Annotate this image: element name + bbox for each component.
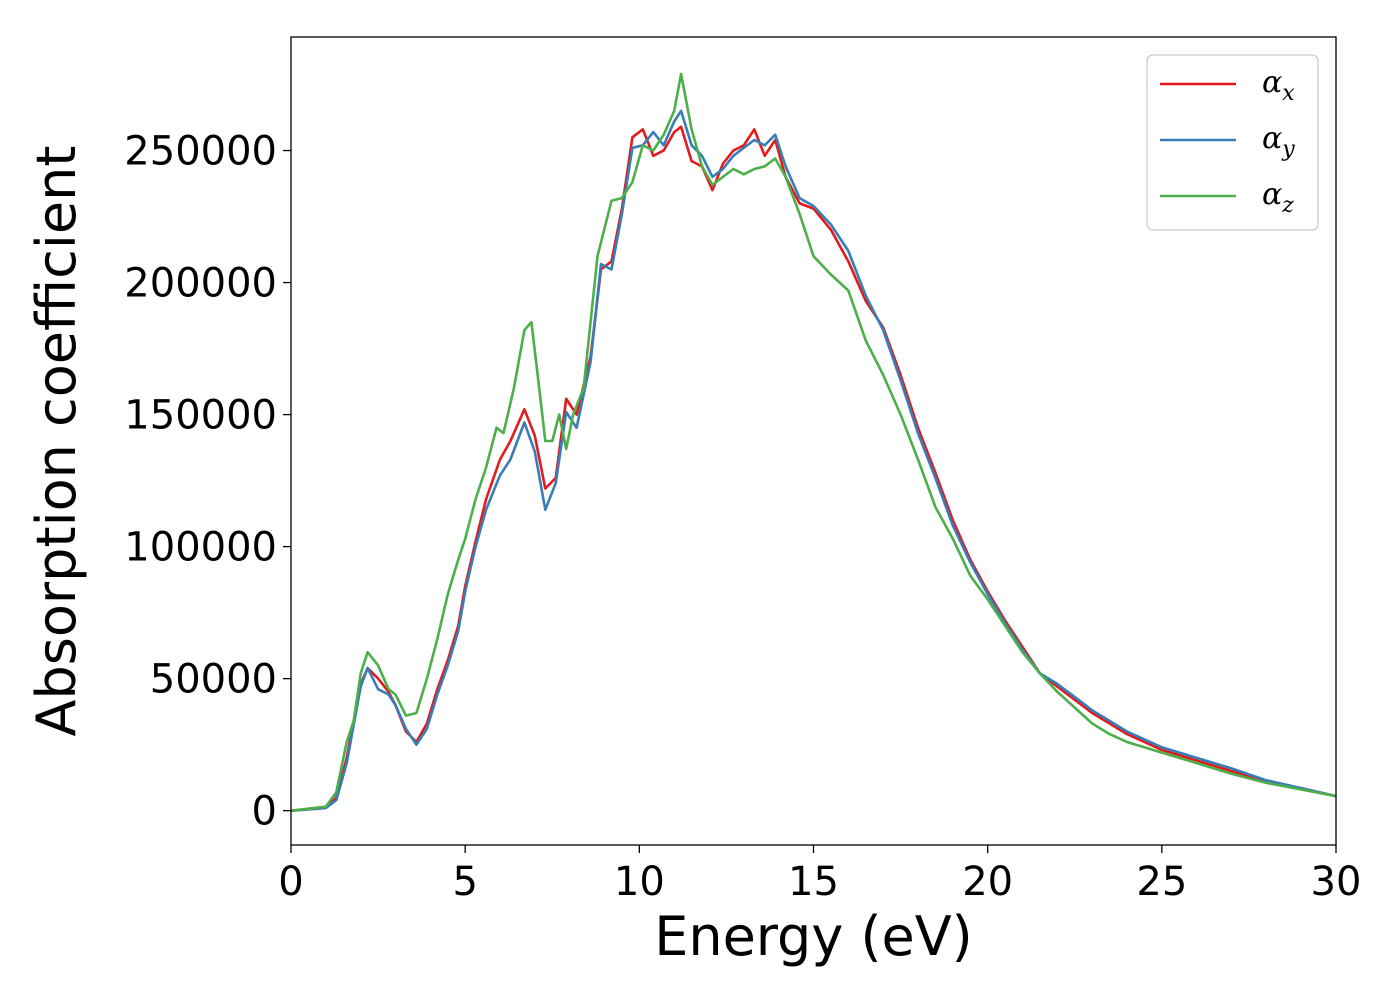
legend-label-x: αx: [1262, 65, 1295, 106]
series-lines: [290, 72, 1337, 812]
x-tick-label: 0: [278, 859, 303, 905]
y-tick-label: 0: [252, 789, 277, 835]
x-tick-label: 5: [452, 859, 477, 905]
legend-box: [1146, 54, 1319, 231]
x-axis-label: Energy (eV): [654, 905, 973, 968]
x-tick-label: 25: [1136, 859, 1187, 905]
y-axis-ticks: 0 50000 100000 150000 200000 250000: [124, 129, 291, 835]
series-line-z: [290, 72, 1337, 812]
y-tick-label: 200000: [124, 261, 277, 307]
x-tick-label: 30: [1311, 859, 1362, 905]
legend-label-z: αz: [1262, 177, 1294, 218]
x-tick-label: 20: [962, 859, 1013, 905]
x-tick-label: 15: [788, 859, 839, 905]
x-tick-label: 10: [614, 859, 665, 905]
y-tick-label: 100000: [124, 525, 277, 571]
y-tick-label: 150000: [124, 393, 277, 439]
legend: αx αy αz: [1146, 54, 1319, 231]
legend-label-y: αy: [1262, 121, 1295, 162]
y-axis-label: Absorption coefficient: [25, 146, 88, 737]
y-tick-label: 250000: [124, 129, 277, 175]
y-tick-label: 50000: [150, 657, 277, 703]
x-axis-ticks: 0 5 10 15 20 25 30: [278, 845, 1361, 905]
